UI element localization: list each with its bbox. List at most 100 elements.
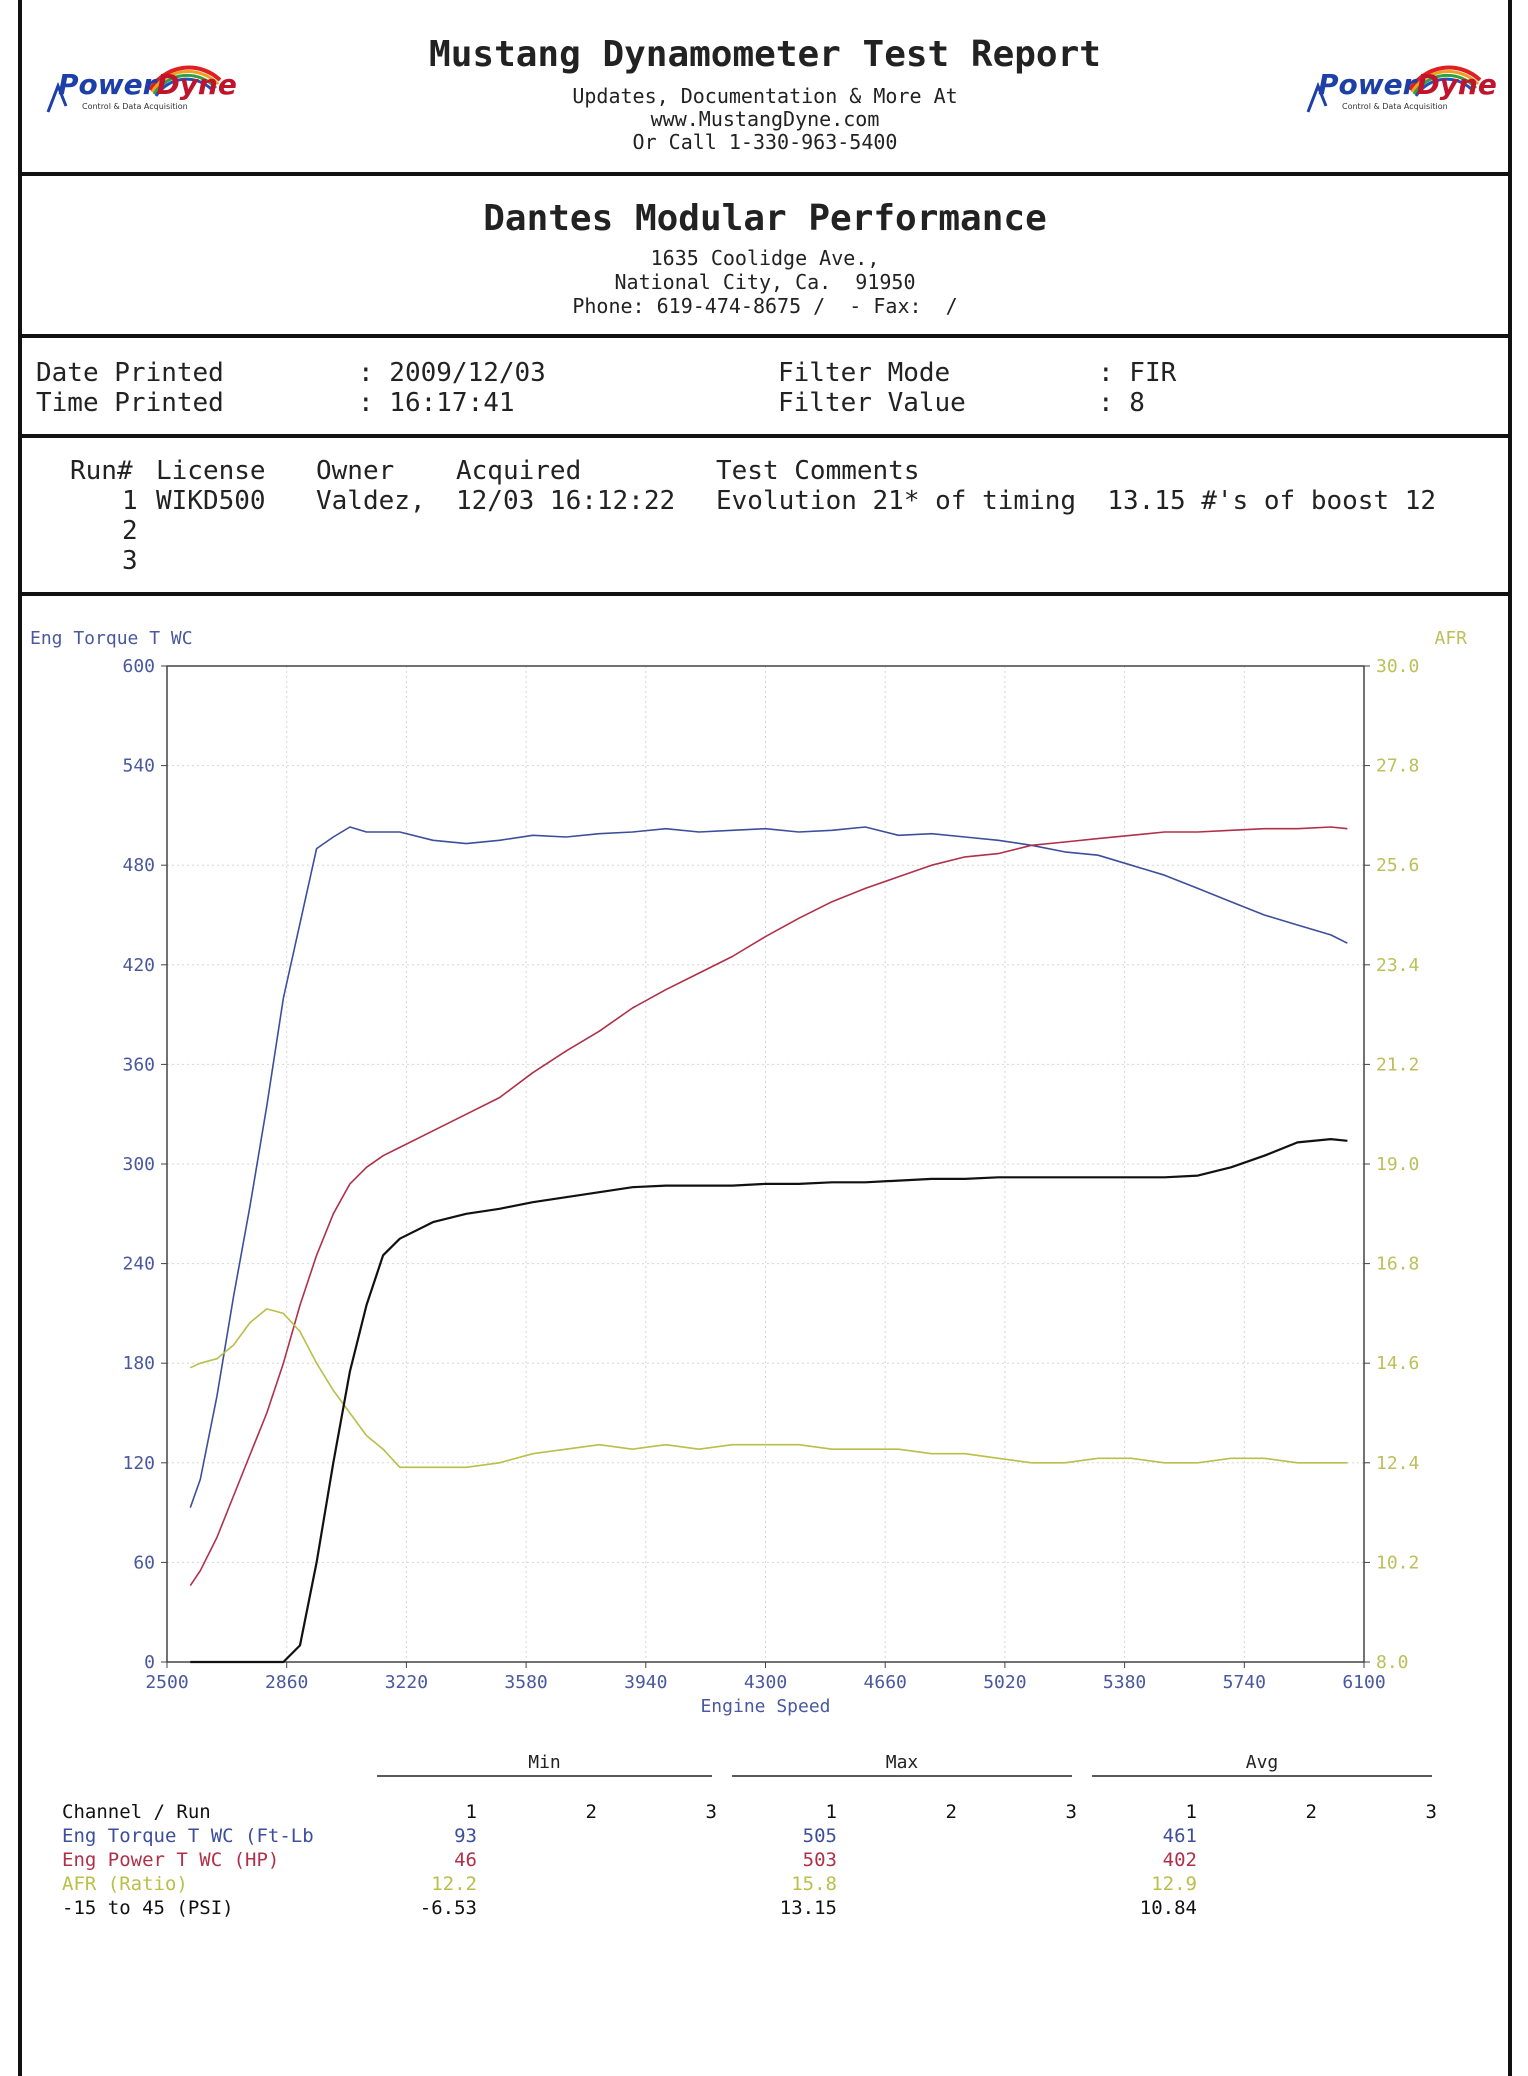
time-printed-value: : 16:17:41 <box>358 388 515 418</box>
torque-series-line <box>189 826 1348 1508</box>
summary-avg-value: 402 <box>1163 1849 1197 1871</box>
summary-avg-value: 461 <box>1163 1825 1197 1847</box>
y2-tick-label: 16.8 <box>1376 1254 1419 1275</box>
run-1-owner: Valdez, <box>316 486 426 516</box>
y-tick-label: 60 <box>133 1552 155 1573</box>
y2-tick-label: 19.0 <box>1376 1154 1419 1175</box>
header-line-3: Or Call 1-330-963-5400 <box>632 130 898 154</box>
runs-header-comments: Test Comments <box>716 456 920 486</box>
y2-tick-label: 8.0 <box>1376 1652 1409 1673</box>
run-3-number: 3 <box>122 546 138 576</box>
summary-row-label: Eng Power T WC (HP) <box>62 1849 279 1871</box>
runs-header-owner: Owner <box>316 456 395 486</box>
summary-row-label: Eng Torque T WC (Ft-Lb <box>62 1825 314 1847</box>
dyno-chart: Eng Torque T WC AFR Engine Speed 0 60 120 180 2… <box>30 628 1467 1919</box>
y2-axis-title: AFR <box>1434 628 1467 649</box>
y-tick-label: 420 <box>122 955 155 976</box>
y-tick-label: 240 <box>122 1254 155 1275</box>
x-tick-label: 4660 <box>864 1672 907 1693</box>
time-printed-label: Time Printed <box>36 388 224 418</box>
runs-header-license: License <box>156 456 266 486</box>
chart-box: Eng Torque T WC AFR Engine Speed 0 60 120 180 2… <box>22 592 1508 2076</box>
logo-word-power: Power <box>1318 68 1417 101</box>
y-tick-label: 0 <box>144 1652 155 1673</box>
summary-run-col: 2 <box>586 1801 597 1823</box>
summary-run-col: 3 <box>1426 1801 1437 1823</box>
summary-min-value: -6.53 <box>420 1897 477 1919</box>
summary-min-value: 93 <box>454 1825 477 1847</box>
x-tick-label: 5380 <box>1103 1672 1146 1693</box>
logo-word-dyne: Dyne <box>156 68 237 101</box>
header-line-1: Updates, Documentation & More At <box>572 84 958 108</box>
summary-max-value: 15.8 <box>791 1873 837 1895</box>
run-1-comments: Evolution 21* of timing 13.15 #'s of boo… <box>716 486 1437 516</box>
x-tick-label: 5020 <box>983 1672 1026 1693</box>
summary-row-label: -15 to 45 (PSI) <box>62 1897 234 1919</box>
filter-mode-label: Filter Mode <box>778 358 951 388</box>
power-series-line <box>189 826 1348 1587</box>
x-tick-label: 2860 <box>265 1672 308 1693</box>
run-1-license: WIKD500 <box>156 486 266 516</box>
shop-address: 1635 Coolidge Ave., <box>650 246 880 270</box>
runs-header-acquired: Acquired <box>456 456 582 486</box>
y-tick-label: 360 <box>122 1054 155 1075</box>
afr-series-line <box>189 1308 1348 1469</box>
summary-run-col: 1 <box>466 1801 477 1823</box>
summary-group-max: Max <box>886 1752 919 1773</box>
summary-max-value: 505 <box>803 1825 837 1847</box>
summary-row-label: AFR (Ratio) <box>62 1873 188 1895</box>
shop-info-box: Dantes Modular Performance 1635 Coolidge… <box>22 172 1508 334</box>
date-printed-value: : 2009/12/03 <box>358 358 546 388</box>
y-tick-label: 300 <box>122 1154 155 1175</box>
y2-tick-label: 21.2 <box>1376 1054 1419 1075</box>
shop-name: Dantes Modular Performance <box>483 198 1047 239</box>
summary-avg-value: 12.9 <box>1151 1873 1197 1895</box>
summary-avg-value: 10.84 <box>1140 1897 1197 1919</box>
y-axis-title: Eng Torque T WC <box>30 628 193 649</box>
y2-tick-label: 10.2 <box>1376 1552 1419 1573</box>
run-1-acquired: 12/03 16:12:22 <box>456 486 676 516</box>
y-tick-label: 180 <box>122 1353 155 1374</box>
x-tick-label: 5740 <box>1223 1672 1266 1693</box>
x-tick-label: 3940 <box>624 1672 667 1693</box>
summary-run-col: 2 <box>946 1801 957 1823</box>
summary-run-col: 1 <box>826 1801 837 1823</box>
summary-run-col: 3 <box>1066 1801 1077 1823</box>
report-title: Mustang Dynamometer Test Report <box>429 34 1101 75</box>
x-tick-label: 3220 <box>385 1672 428 1693</box>
x-axis-title: Engine Speed <box>700 1696 830 1717</box>
summary-max-value: 13.15 <box>780 1897 837 1919</box>
runs-header-run: Run# <box>70 456 133 486</box>
rainbow-arc-icon <box>1306 65 1482 113</box>
print-info-box: Date Printed : 2009/12/03 Time Printed :… <box>22 334 1508 434</box>
summary-run-col: 1 <box>1186 1801 1197 1823</box>
run-2-number: 2 <box>122 516 138 546</box>
report-header: PowerDyne Control & Data Acquisition Mus… <box>22 0 1508 172</box>
shop-phone: Phone: 619-474-8675 / - Fax: / <box>572 294 958 318</box>
header-line-2: www.MustangDyne.com <box>650 107 880 131</box>
y-tick-label: 480 <box>122 855 155 876</box>
shop-city: National City, Ca. 91950 <box>614 270 916 294</box>
summary-run-col: 2 <box>1306 1801 1317 1823</box>
powerdyne-logo-left: PowerDyne Control & Data Acquisition <box>40 40 237 120</box>
summary-group-avg: Avg <box>1246 1752 1279 1773</box>
y-tick-label: 600 <box>122 656 155 677</box>
x-tick-label: 3580 <box>504 1672 547 1693</box>
y2-tick-label: 25.6 <box>1376 855 1419 876</box>
rainbow-arc-icon <box>46 65 222 113</box>
y2-tick-label: 12.4 <box>1376 1453 1419 1474</box>
summary-channel-header: Channel / Run <box>62 1801 211 1823</box>
filter-mode-value: : FIR <box>1098 358 1177 388</box>
y-tick-label: 540 <box>122 756 155 777</box>
x-tick-label: 4300 <box>744 1672 787 1693</box>
filter-value-label: Filter Value <box>778 388 966 418</box>
summary-group-min: Min <box>528 1752 561 1773</box>
report-page: PowerDyne Control & Data Acquisition Mus… <box>18 0 1512 2076</box>
summary-min-value: 12.2 <box>431 1873 477 1895</box>
summary-min-value: 46 <box>454 1849 477 1871</box>
y2-tick-label: 14.6 <box>1376 1353 1419 1374</box>
logo-word-dyne: Dyne <box>1416 68 1497 101</box>
y2-tick-label: 23.4 <box>1376 955 1419 976</box>
powerdyne-logo-right: PowerDyne Control & Data Acquisition <box>1300 40 1497 120</box>
boost-series-line <box>190 1138 1348 1664</box>
